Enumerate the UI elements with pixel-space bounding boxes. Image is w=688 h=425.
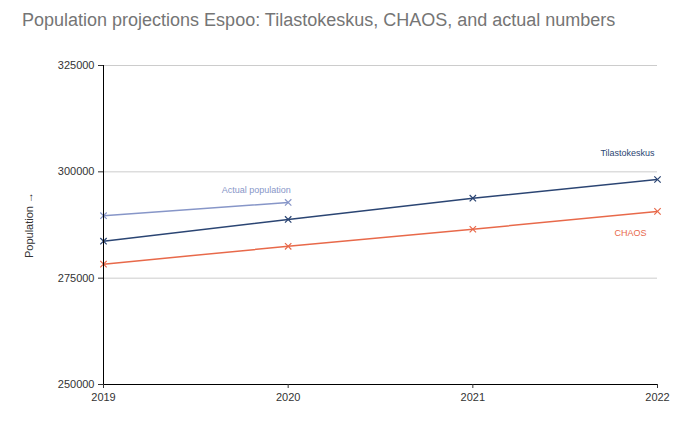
- svg-text:275000: 275000: [58, 272, 95, 284]
- html-text:Population projections Espoo:: Population projections Espoo: Tilastokes…: [22, 10, 616, 30]
- svg-text:2020: 2020: [276, 391, 300, 403]
- svg-text:250000: 250000: [58, 378, 95, 390]
- svg-text:Population →: Population →: [23, 192, 35, 258]
- svg-text:2021: 2021: [461, 391, 485, 403]
- svg-text:2019: 2019: [91, 391, 115, 403]
- svg-text:CHAOS: CHAOS: [614, 228, 646, 238]
- svg-text:300000: 300000: [58, 165, 95, 177]
- svg-text:Actual population: Actual population: [222, 185, 291, 195]
- svg-text:Tilastokeskus: Tilastokeskus: [600, 148, 655, 158]
- svg-text:2022: 2022: [645, 391, 669, 403]
- svg-text:325000: 325000: [58, 59, 95, 71]
